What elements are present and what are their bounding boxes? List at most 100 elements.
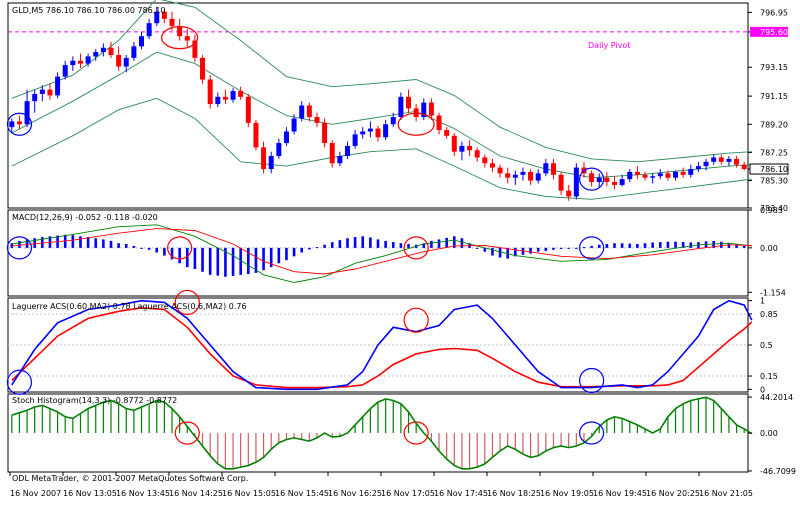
candle-body: [573, 167, 579, 197]
macd-histogram-bar: [193, 247, 197, 270]
candle-body: [383, 124, 389, 138]
candle-body: [688, 169, 694, 175]
stoch-histogram-indicator: [11, 396, 753, 470]
macd-histogram-bar: [300, 247, 304, 253]
candle-body: [207, 79, 213, 105]
candle-body: [558, 174, 564, 191]
upper-band-line: [11, 0, 752, 163]
macd-histogram-bar: [391, 242, 395, 248]
time-label: 16 Nov 14:25: [169, 489, 223, 498]
candle-body: [406, 96, 412, 109]
macd-histogram-bar: [514, 247, 517, 257]
candle-body: [566, 190, 572, 197]
macd-histogram-bar: [445, 237, 448, 248]
stoch-tick-label: 44.2014: [760, 393, 793, 402]
current-price-box: [749, 163, 789, 175]
marker-circle: [579, 421, 605, 445]
macd-histogram-bar: [132, 245, 136, 248]
candle-body: [726, 158, 732, 162]
marker-circle: [397, 112, 435, 136]
macd-histogram-bar: [369, 237, 372, 248]
macd-histogram-bar: [727, 243, 731, 248]
macd-histogram-bar: [605, 244, 609, 248]
candle-body: [16, 121, 22, 125]
candle-body: [261, 147, 267, 170]
macd-histogram-bar: [346, 238, 349, 248]
macd-histogram-bar: [582, 247, 586, 249]
macd-histogram-bar: [430, 240, 433, 248]
candle-body: [665, 173, 671, 178]
candle-body: [169, 18, 175, 27]
candle-body: [528, 171, 534, 181]
time-label: 16 Nov 19:05: [540, 489, 594, 498]
marker-circle: [161, 26, 199, 50]
candle-body: [108, 47, 114, 55]
time-label: 16 Nov 18:25: [487, 489, 541, 498]
laguerre-indicator: [8, 299, 753, 391]
price-frame: [7, 2, 749, 209]
annotation-circles: [6, 26, 605, 445]
candle-body: [703, 161, 709, 167]
macd-tick-label: 0.983: [760, 206, 783, 215]
candle-body: [634, 171, 640, 175]
macd-histogram-bar: [201, 247, 204, 272]
macd-histogram-bar: [178, 247, 181, 264]
candle-body: [398, 96, 404, 118]
macd-histogram-bar: [323, 244, 326, 248]
macd-histogram-bar: [460, 238, 464, 248]
time-label: 16 Nov 15:45: [275, 489, 329, 498]
macd-histogram-bar: [735, 244, 738, 248]
macd-histogram-bar: [658, 242, 662, 248]
candle-body: [268, 156, 274, 170]
candle-body: [352, 134, 358, 146]
macd-histogram-bar: [155, 247, 159, 253]
candle-body: [85, 56, 91, 64]
macd-histogram-bar: [529, 247, 532, 254]
candle-body: [314, 117, 320, 123]
candle-body: [642, 174, 648, 178]
candle-body: [367, 128, 373, 132]
macd-histogram-bar: [170, 247, 174, 260]
macd-histogram-bar: [41, 237, 44, 248]
macd-histogram-bar: [33, 238, 37, 248]
candle-body: [611, 182, 617, 185]
macd-histogram-bar: [559, 247, 563, 250]
macd-histogram-bar: [483, 247, 487, 252]
macd-histogram-bar: [94, 238, 98, 248]
price-tick-label: 783.40: [760, 204, 788, 213]
macd-histogram-bar: [567, 247, 571, 249]
macd-histogram-bar: [247, 247, 250, 275]
candle-body: [192, 40, 198, 58]
macd-histogram-bar: [613, 243, 616, 248]
candle-body: [306, 105, 312, 118]
macd-histogram-bar: [285, 247, 288, 261]
candle-body: [734, 158, 740, 165]
price-tick-label: 789.20: [760, 120, 788, 129]
time-axis: 16 Nov 2007 16 Nov 13:05 16 Nov 13:45 16 No…: [9, 472, 753, 498]
price-panel-title: GLD,M5 786.10 786.10 786.00 786.10: [12, 6, 166, 15]
time-label: 16 Nov 13:45: [116, 489, 170, 498]
candle-body: [673, 171, 679, 178]
middle-band-line: [11, 51, 752, 179]
macd-histogram-bar: [277, 247, 281, 264]
daily-pivot-label: Daily Pivot: [588, 41, 630, 50]
macd-histogram-bar: [452, 236, 456, 248]
macd-signal-line: [11, 228, 752, 275]
macd-histogram-bar: [86, 237, 90, 248]
macd-histogram-bar: [308, 247, 311, 250]
candle-body: [505, 173, 511, 178]
candle-body: [390, 117, 396, 125]
candle-body: [375, 128, 381, 138]
candle-body: [77, 60, 83, 64]
laguerre-tick-label: 0: [760, 385, 765, 394]
macd-histogram-bar: [643, 243, 647, 248]
marker-circle: [6, 112, 33, 136]
marker-circle: [579, 367, 605, 394]
candle-body: [711, 157, 717, 162]
macd-tick-label: 0.00: [760, 244, 778, 253]
candle-body: [161, 11, 167, 19]
candle-body: [451, 135, 457, 152]
macd-main-line: [11, 224, 752, 283]
candle-body: [139, 36, 145, 47]
